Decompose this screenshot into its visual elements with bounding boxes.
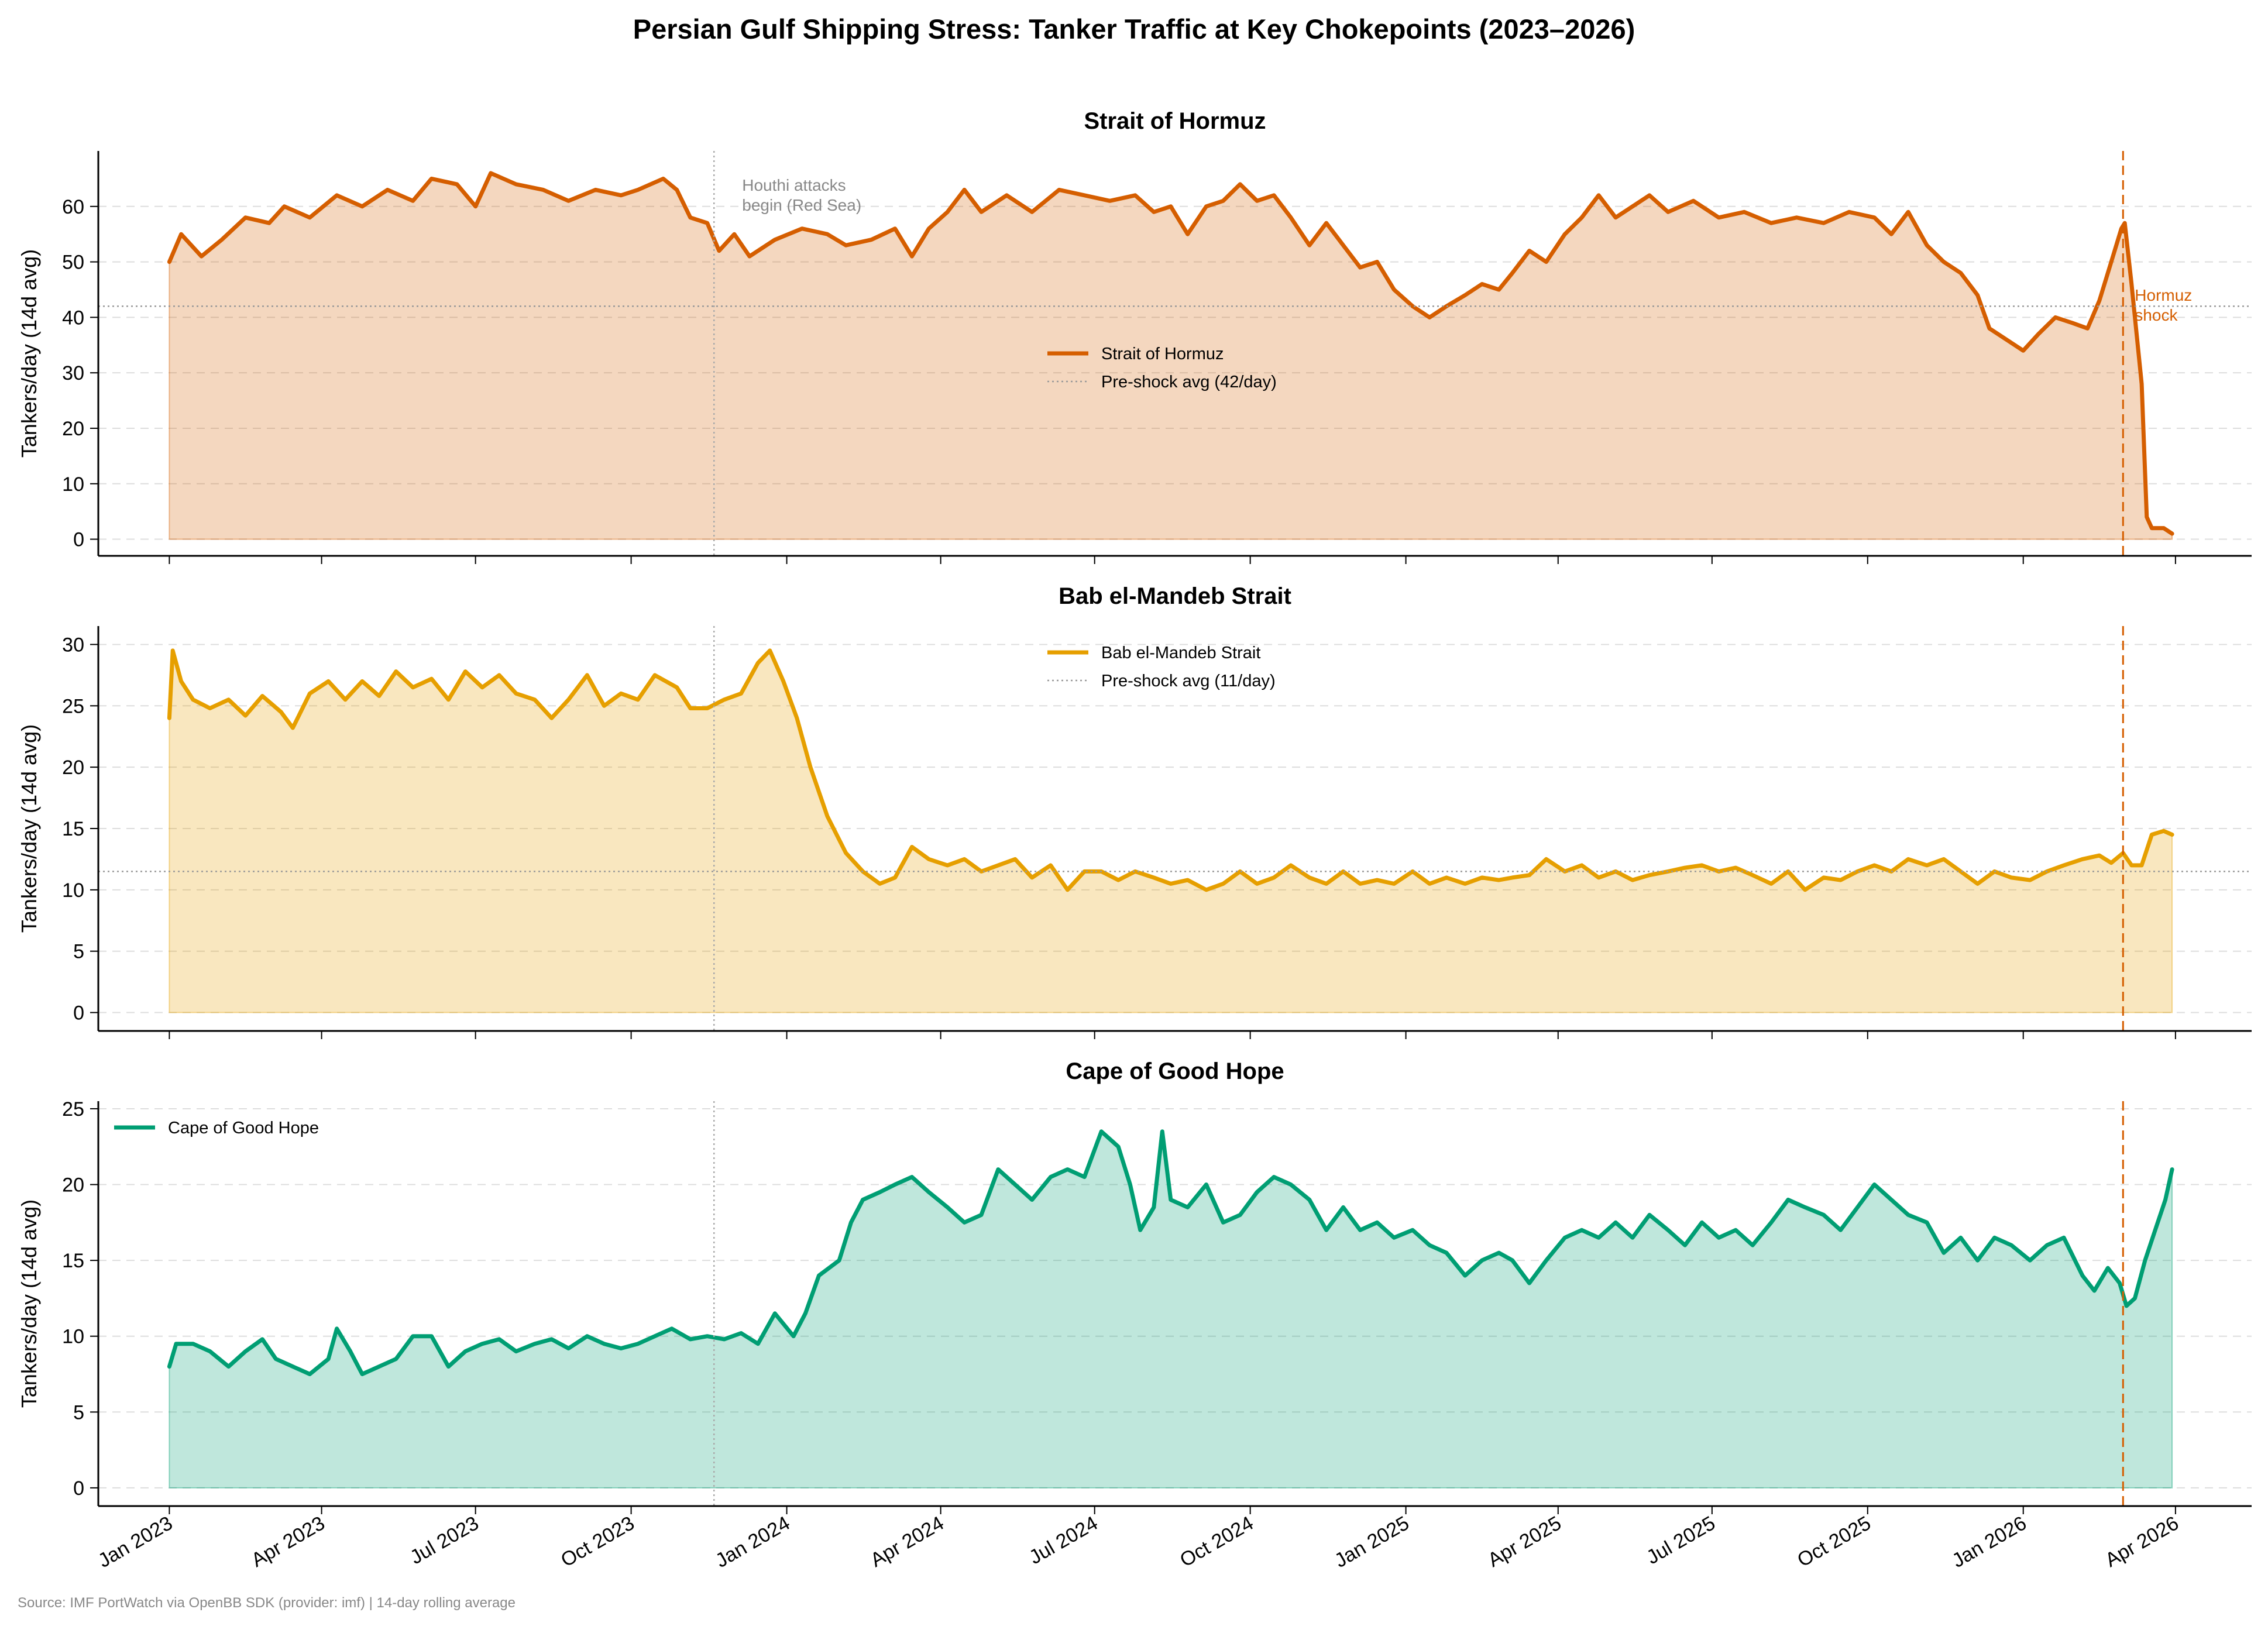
legend-label: Strait of Hormuz — [1101, 345, 1224, 363]
legend-label: Pre-shock avg (42/day) — [1101, 373, 1277, 391]
y-tick-label: 0 — [73, 1002, 84, 1025]
bab-line — [167, 648, 2174, 892]
hormuz-line — [167, 171, 2174, 536]
x-tick-label: Jan 2025 — [1331, 1512, 1413, 1572]
cape-title: Cape of Good Hope — [1066, 1058, 1284, 1084]
legend-label: Cape of Good Hope — [168, 1119, 319, 1137]
y-tick-label: 5 — [73, 941, 84, 963]
y-tick-label: 25 — [62, 695, 84, 717]
x-tick-label: Oct 2025 — [1793, 1512, 1874, 1572]
panel-cape: 0 5 10 15 20 25 Cape of Good Hope Tankers/day (… — [17, 1058, 2252, 1514]
x-tick-label: Jul 2023 — [406, 1512, 482, 1569]
chart-title: Persian Gulf Shipping Stress: Tanker Tra… — [633, 13, 1635, 44]
y-tick-label: 60 — [62, 196, 84, 218]
panel-bab: 0 5 10 15 20 25 30 Bab el-Mandeb Strait Tankers/… — [17, 583, 2252, 1039]
legend-label: Bab el-Mandeb Strait — [1101, 644, 1260, 662]
x-tick-label: Jan 2024 — [712, 1512, 793, 1572]
y-tick-label: 40 — [62, 307, 84, 329]
y-tick-label: 25 — [62, 1098, 84, 1120]
y-tick-label: 15 — [62, 1250, 84, 1272]
hormuz-shock-annotation: Hormuz — [2135, 286, 2192, 304]
x-tick-label: Oct 2023 — [557, 1512, 638, 1572]
x-tick-label: Jan 2026 — [1949, 1512, 2030, 1572]
x-tick-label: Jul 2025 — [1643, 1512, 1719, 1569]
x-tick-label: Apr 2025 — [1484, 1512, 1565, 1572]
x-tick-label: Apr 2026 — [2101, 1512, 2183, 1572]
y-tick-label: 0 — [73, 529, 84, 551]
y-axis-label: Tankers/day (14d avg) — [17, 1199, 41, 1408]
legend-label: Pre-shock avg (11/day) — [1101, 672, 1276, 690]
y-tick-label: 10 — [62, 879, 84, 902]
hormuz-title: Strait of Hormuz — [1084, 108, 1266, 134]
y-tick-label: 0 — [73, 1477, 84, 1500]
y-tick-label: 50 — [62, 252, 84, 274]
x-tick-label: Jan 2023 — [94, 1512, 176, 1572]
y-tick-label: 20 — [62, 418, 84, 440]
y-axis-label: Tankers/day (14d avg) — [17, 249, 41, 458]
bab-title: Bab el-Mandeb Strait — [1059, 583, 1291, 609]
hormuz-shock-annotation: shock — [2135, 306, 2178, 324]
y-tick-label: 30 — [62, 634, 84, 656]
houthi-annotation: Houthi attacks — [742, 176, 846, 194]
houthi-annotation: begin (Red Sea) — [742, 196, 861, 214]
y-tick-label: 30 — [62, 362, 84, 384]
x-tick-label: Apr 2024 — [867, 1512, 948, 1572]
y-tick-label: 5 — [73, 1401, 84, 1424]
y-tick-label: 20 — [62, 1174, 84, 1197]
y-tick-label: 10 — [62, 1326, 84, 1348]
y-tick-label: 15 — [62, 818, 84, 840]
y-tick-label: 20 — [62, 757, 84, 779]
y-axis-label: Tankers/day (14d avg) — [17, 724, 41, 933]
x-tick-label: Oct 2024 — [1176, 1512, 1257, 1572]
bab-area — [169, 649, 2173, 1013]
panel-hormuz: 0 10 20 30 40 50 60 Houthi attacks begin (Red Se… — [17, 108, 2252, 564]
cape-line — [167, 1129, 2174, 1376]
x-tick-label: Apr 2023 — [248, 1512, 329, 1572]
source-note: Source: IMF PortWatch via OpenBB SDK (pr… — [18, 1595, 516, 1611]
y-tick-label: 10 — [62, 473, 84, 496]
x-tick-label: Jul 2024 — [1025, 1512, 1101, 1569]
